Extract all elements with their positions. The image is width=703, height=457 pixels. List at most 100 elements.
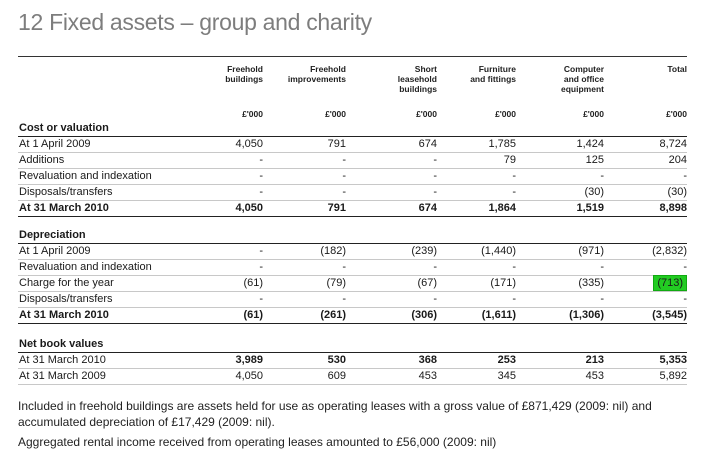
cell-value: - (534, 170, 604, 182)
cell-text: 125 (585, 154, 604, 166)
table-row: At 1 April 2009 - (182) (239) (1,440) (971) (2… (18, 244, 687, 260)
cell-value: - (276, 154, 346, 166)
row-rule (18, 307, 687, 308)
row-rule (18, 368, 687, 369)
cell-value: 1,864 (446, 202, 516, 214)
cell-text: - (512, 170, 516, 182)
cell-text: - (259, 293, 263, 305)
cell-text: - (683, 170, 687, 182)
row-label: Revaluation and indexation (19, 170, 152, 182)
cell-text: - (259, 186, 263, 198)
cell-text: 4,050 (235, 138, 263, 150)
highlighted-cell: (713) (653, 275, 687, 291)
cell-text: - (683, 261, 687, 273)
cell-text: (2,832) (652, 245, 687, 257)
cell-value: - (276, 170, 346, 182)
row-label: At 1 April 2009 (19, 245, 91, 257)
cell-text: (261) (320, 309, 346, 321)
cell-text: 674 (418, 138, 437, 150)
table-row: At 31 March 2010 (61) (261) (306) (1,611) (1,… (18, 308, 687, 324)
cell-text: (971) (578, 245, 604, 257)
cell-value: - (367, 186, 437, 198)
cell-value: - (276, 261, 346, 273)
cell-value: - (276, 293, 346, 305)
cell-value: 609 (276, 370, 346, 382)
table-row: At 31 March 2010 3,989 530 368 253 213 5,353 (18, 353, 687, 369)
cell-text: - (259, 154, 263, 166)
row-rule (18, 168, 687, 169)
row-label: Charge for the year (19, 277, 114, 289)
cell-value: (79) (276, 277, 346, 289)
cell-text: - (259, 170, 263, 182)
row-label: At 1 April 2009 (19, 138, 91, 150)
row-label: Additions (19, 154, 65, 166)
cell-text: (61) (243, 309, 263, 321)
cell-text: (306) (411, 309, 437, 321)
cell-value: (3,545) (617, 309, 687, 321)
cell-value: (61) (193, 277, 263, 289)
cell-text: - (342, 186, 346, 198)
row-rule (18, 216, 687, 217)
cell-value: (67) (367, 277, 437, 289)
cell-value: (1,440) (446, 245, 516, 257)
row-rule (18, 323, 687, 324)
cell-text: 5,892 (659, 370, 687, 382)
cell-text: 4,050 (235, 202, 263, 214)
cell-value: - (193, 245, 263, 257)
row-rule (18, 200, 687, 201)
table-row: Revaluation and indexation - - - - - - (18, 260, 687, 276)
cell-text: - (259, 261, 263, 273)
cell-text: 5,353 (659, 354, 687, 366)
cell-value: - (617, 293, 687, 305)
cell-text: - (433, 186, 437, 198)
cell-text: 453 (418, 370, 437, 382)
cell-value: 1,785 (446, 138, 516, 150)
cell-text: - (512, 293, 516, 305)
cell-text: 1,519 (576, 202, 604, 214)
cell-value: 674 (367, 202, 437, 214)
row-rule (18, 352, 687, 353)
cell-value: - (617, 261, 687, 273)
cell-value: 674 (367, 138, 437, 150)
cell-text: 213 (585, 354, 604, 366)
cell-text: (1,611) (481, 309, 516, 321)
cell-value: 204 (617, 154, 687, 166)
cell-value: - (367, 293, 437, 305)
row-rule (18, 259, 687, 260)
column-unit: £'000 (583, 109, 604, 119)
cell-value: 453 (534, 370, 604, 382)
row-rule (18, 291, 687, 292)
table-row: At 31 March 2009 4,050 609 453 345 453 5,892 (18, 369, 687, 385)
section-heading: Depreciation (18, 228, 687, 244)
row-rule (18, 152, 687, 153)
cell-text: - (600, 170, 604, 182)
cell-value: - (367, 154, 437, 166)
cell-value: (171) (446, 277, 516, 289)
column-unit: £'000 (242, 109, 263, 119)
cell-text: - (683, 293, 687, 305)
cell-value: (335) (534, 277, 604, 289)
cell-text: (182) (320, 245, 346, 257)
cell-text: - (433, 293, 437, 305)
cell-text: (1,306) (569, 309, 604, 321)
row-label: Disposals/transfers (19, 293, 113, 305)
cell-value: 791 (276, 138, 346, 150)
cell-text: 530 (327, 354, 346, 366)
cell-value: (30) (617, 186, 687, 198)
cell-text: (61) (243, 277, 263, 289)
cell-text: 79 (503, 154, 516, 166)
cell-text: (67) (417, 277, 437, 289)
row-label: At 31 March 2010 (19, 309, 109, 321)
cell-value: 8,724 (617, 138, 687, 150)
section-heading: Cost or valuation (18, 121, 687, 137)
cell-text: (1,440) (481, 245, 516, 257)
cell-text: - (433, 154, 437, 166)
cell-value: - (193, 154, 263, 166)
cell-text: 8,898 (659, 202, 687, 214)
cell-text: 453 (585, 370, 604, 382)
cell-value: 4,050 (193, 202, 263, 214)
cell-text: - (342, 170, 346, 182)
cell-value: 5,892 (617, 370, 687, 382)
cell-value: - (534, 261, 604, 273)
cell-text: - (600, 293, 604, 305)
